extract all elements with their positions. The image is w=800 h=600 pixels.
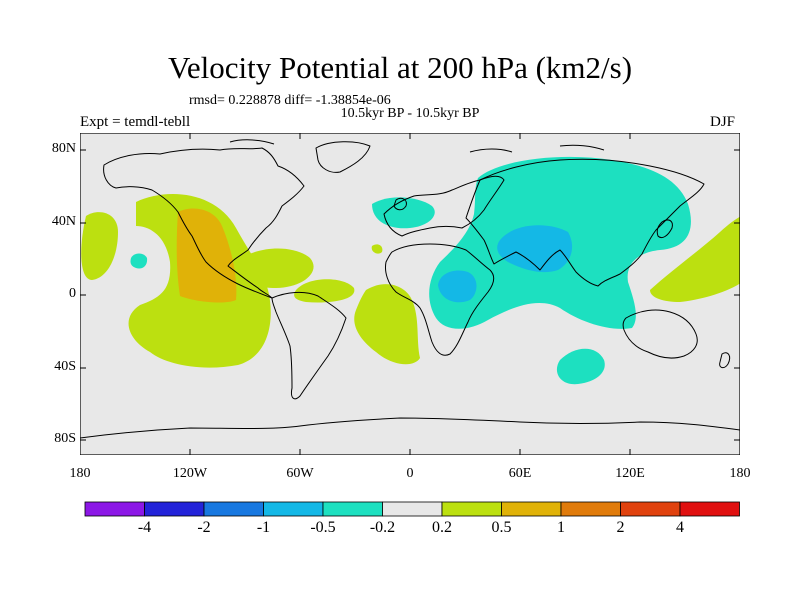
colorbar-label: -0.2 — [369, 519, 396, 536]
lat-label: 80N — [51, 141, 76, 156]
australia-coastline — [622, 309, 698, 359]
colorbar-label: -1 — [256, 519, 271, 536]
north-atlantic-positive-region — [371, 244, 383, 254]
japan-coastline — [656, 219, 673, 239]
map-plot-area — [80, 133, 740, 455]
colorbar-box — [84, 501, 145, 517]
colorbar-label: 0.2 — [432, 519, 452, 536]
atlantic-positive-region — [294, 279, 355, 303]
british-isles-coastline — [393, 197, 407, 211]
asia-coastline — [465, 158, 705, 287]
colorbar-label: 0.5 — [491, 519, 512, 536]
coastlines — [80, 139, 740, 439]
colorbar-box — [441, 501, 502, 517]
colorbar-box — [382, 501, 443, 517]
colorbar-box — [203, 501, 264, 517]
lon-label: 60E — [508, 466, 532, 481]
colorbar-box — [322, 501, 383, 517]
colorbar-box — [263, 501, 324, 517]
colorbar-label: 4 — [676, 519, 684, 536]
lon-label: 0 — [406, 466, 414, 481]
experiment-label: Expt = temdl-tebll — [80, 114, 191, 130]
lat-label: 80S — [54, 431, 76, 446]
africa-strong-negative-region — [438, 270, 477, 303]
antarctica-coastline — [80, 417, 740, 439]
lon-label: 120E — [615, 466, 645, 481]
colorbar-label: -2 — [197, 519, 211, 536]
lon-label: 60W — [286, 466, 314, 481]
colorbar-label: 2 — [616, 519, 625, 536]
period-label: 10.5kyr BP - 10.5kyr BP — [340, 106, 480, 121]
lat-label: 0 — [69, 286, 76, 301]
strong-negative-regions — [438, 225, 573, 303]
lon-label: 180 — [69, 466, 91, 481]
colorbar-boxes — [84, 501, 740, 517]
south-america-coastline — [271, 291, 347, 400]
axis-ticks — [80, 133, 740, 455]
europe-negative-region — [372, 197, 435, 229]
indian-ocean-negative-region — [556, 348, 605, 385]
north-america-coastline — [103, 147, 305, 299]
pacific-small-negative-region — [130, 253, 148, 269]
season-label: DJF — [710, 114, 736, 130]
colorbar-label: -4 — [137, 519, 152, 536]
colorbar-box — [620, 501, 681, 517]
lon-label: 180 — [729, 466, 751, 481]
colorbar-box — [560, 501, 621, 517]
colorbar-label: -0.5 — [310, 519, 336, 536]
lat-label: 40N — [51, 214, 76, 229]
colorbar-box — [144, 501, 205, 517]
new-zealand-coastline — [719, 352, 731, 369]
south-atlantic-positive-region — [354, 284, 420, 365]
pacific-west-positive-region — [81, 212, 118, 280]
africa-coastline — [385, 243, 495, 356]
lat-label: 40S — [54, 359, 76, 374]
arctic-islands-coastline — [229, 139, 605, 153]
pacific-strong-positive-region — [176, 208, 237, 303]
colorbar-box — [679, 501, 740, 517]
central-america-positive-region — [237, 248, 314, 288]
lon-label: 120W — [172, 466, 208, 481]
europe-coastline — [383, 175, 505, 237]
colorbar-label: 1 — [557, 519, 565, 536]
greenland-coastline — [315, 141, 371, 173]
west-pacific-positive-region — [650, 216, 740, 302]
stats-label: rmsd= 0.228878 diff= -1.38854e-06 — [189, 93, 391, 108]
colorbar-box — [501, 501, 562, 517]
indian-strong-negative-region — [497, 225, 573, 273]
page-title: Velocity Potential at 200 hPa (km2/s) — [167, 50, 633, 85]
